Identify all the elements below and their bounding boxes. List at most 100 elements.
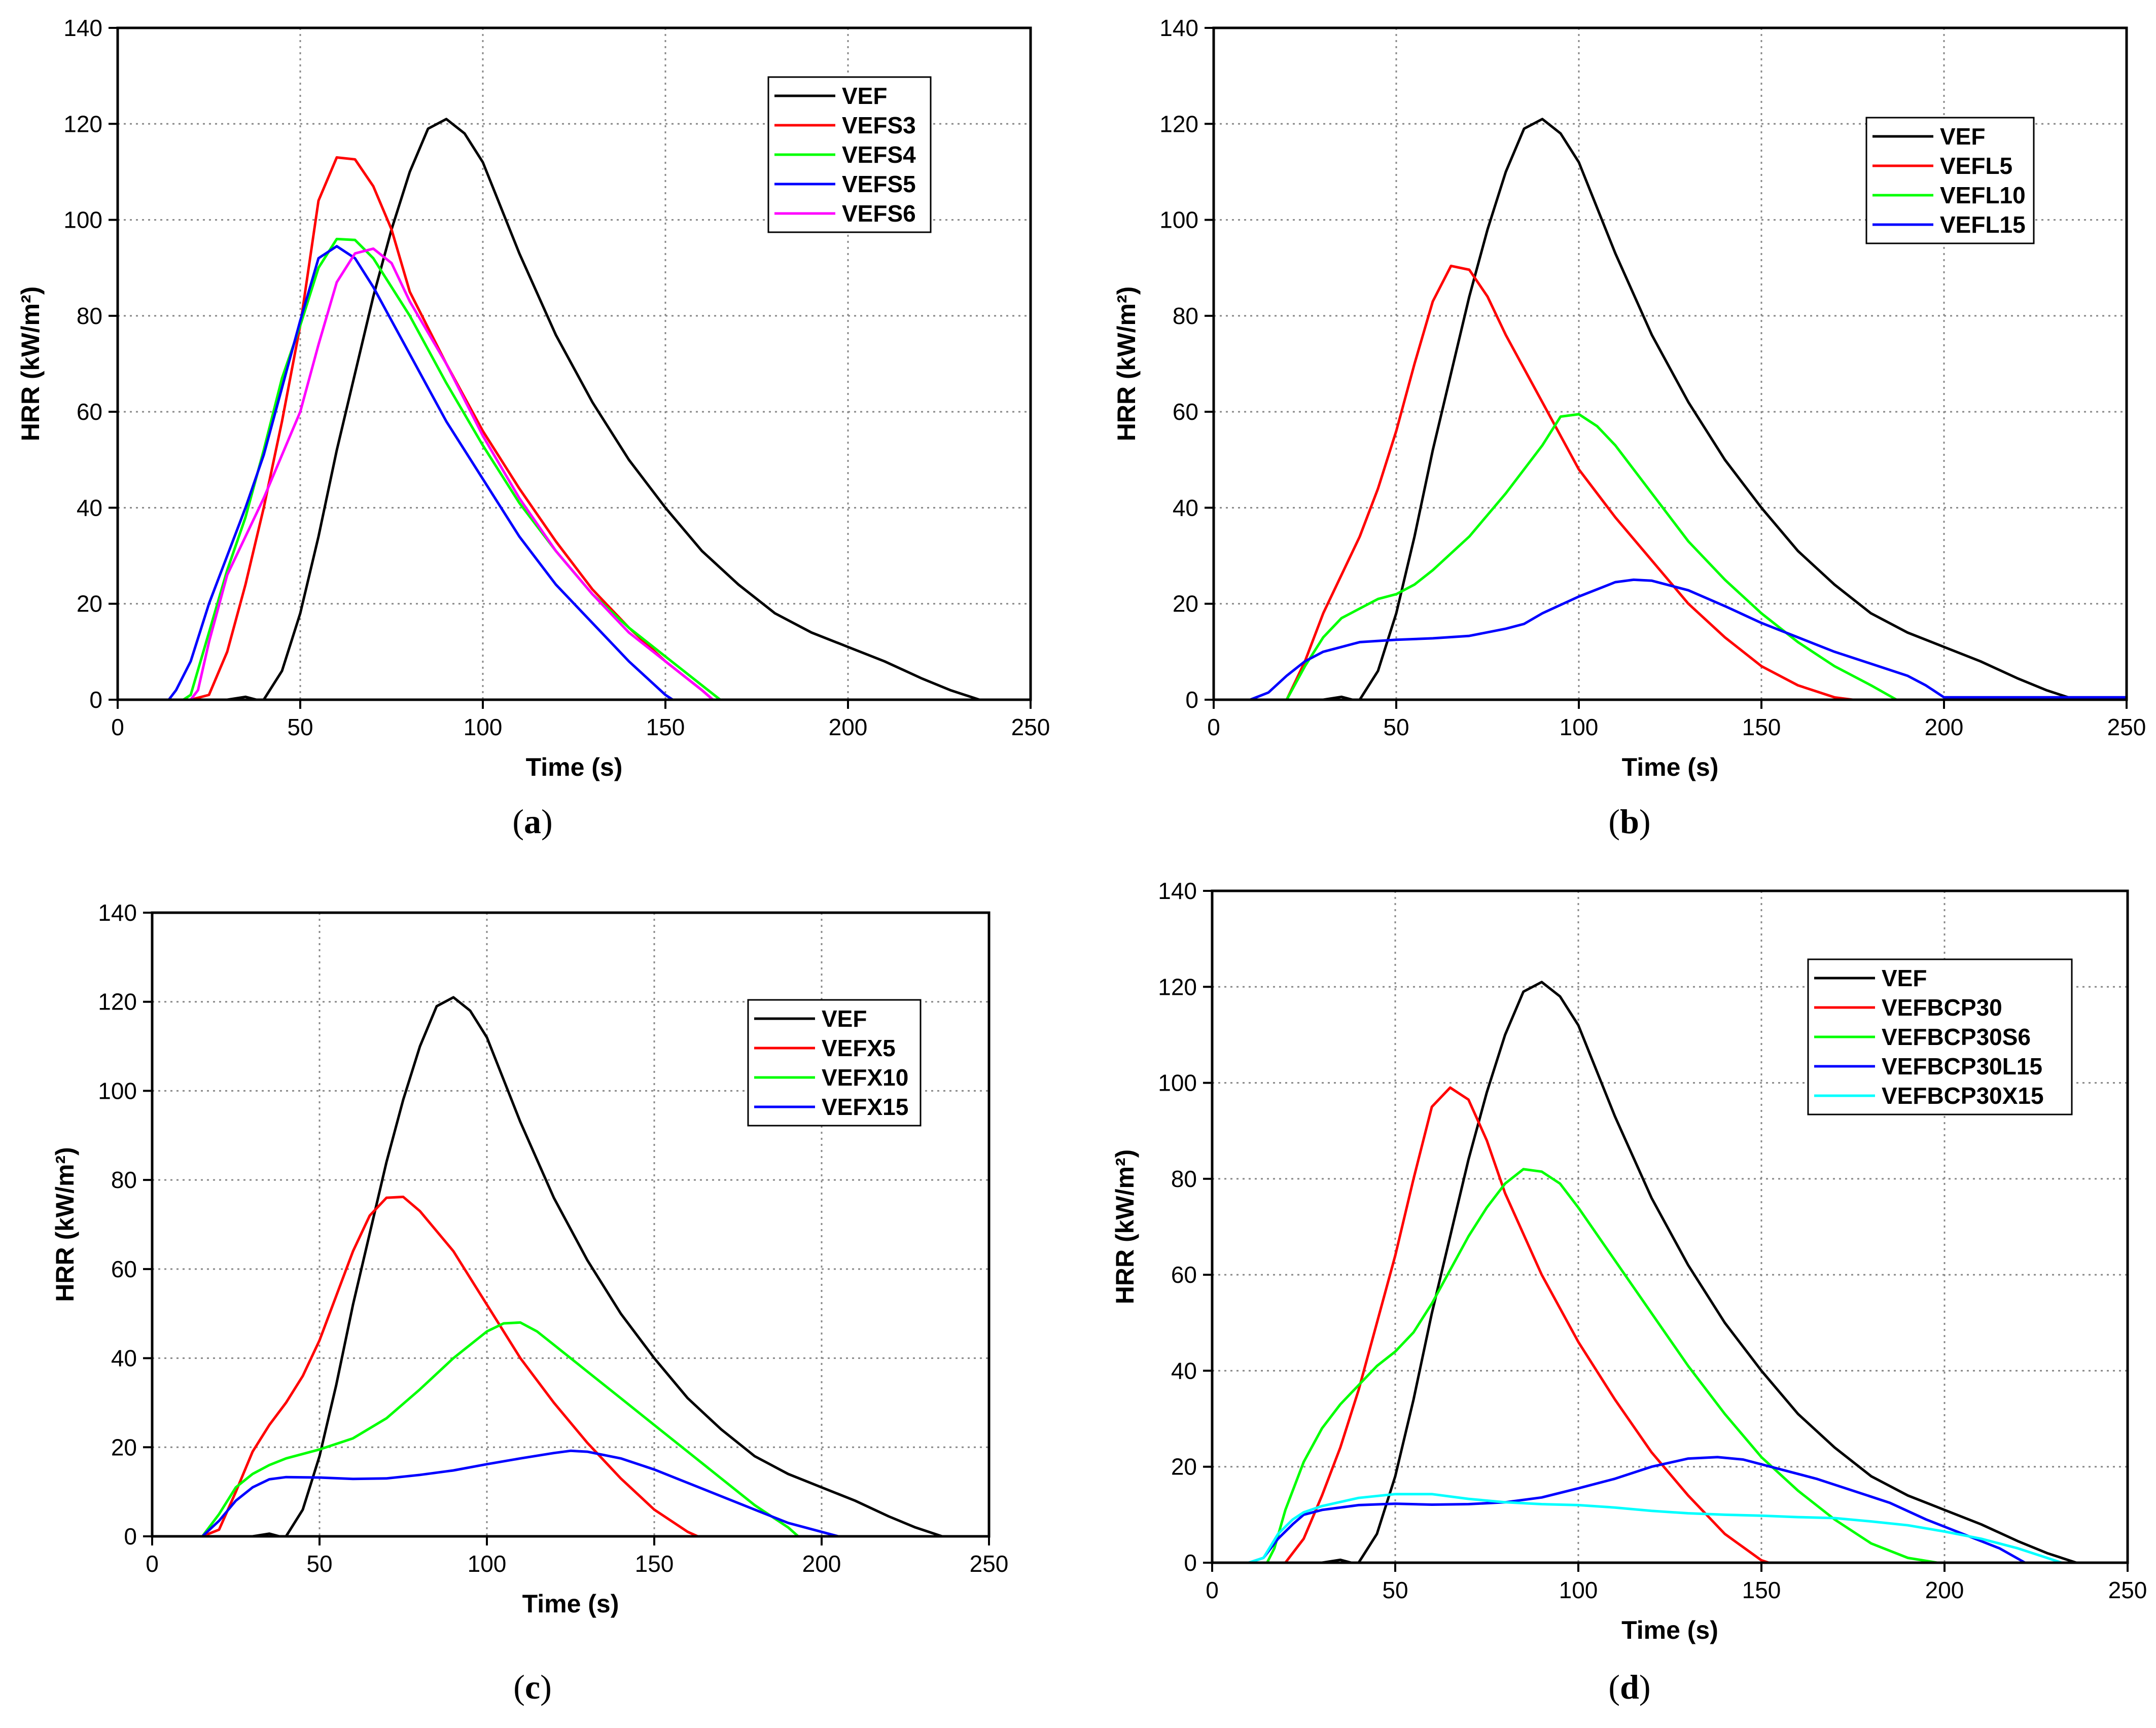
- chart-d-legend-label-vefbcp30l15: VEFBCP30L15: [1882, 1053, 2042, 1079]
- chart-d-x-tick-label: 0: [1206, 1577, 1219, 1603]
- chart-d-x-tick-label: 50: [1382, 1577, 1408, 1603]
- chart-a-y-tick-label: 20: [77, 591, 102, 617]
- chart-a-x-tick-label: 0: [111, 714, 124, 740]
- chart-d-series-vef-line: [1212, 981, 2128, 1564]
- chart-d-legend: VEF VEFBCP30 VEFBCP30S6 VEFBCP30L15 VEFBCP30…: [1807, 958, 2073, 1115]
- chart-b-caption: (b): [1608, 802, 1650, 841]
- chart-b-legend-label-vefl15: VEFL15: [1940, 211, 2026, 238]
- chart-b-series-vefl15-line: [1214, 578, 2127, 701]
- chart-a-y-tick-label: 40: [77, 494, 102, 521]
- chart-c-y-tick-label: 100: [98, 1077, 137, 1104]
- chart-b-y-tick-label: 80: [1173, 303, 1198, 329]
- chart-c-series-vef-line: [152, 996, 989, 1538]
- chart-a-y-tick-label: 140: [63, 15, 102, 41]
- chart-c-plot-frame: [151, 911, 991, 1538]
- chart-c-y-tick-label: 40: [111, 1345, 137, 1372]
- chart-b-panel: 0 50 100 150 200 250 0 20 40 60 80 100 120 140 Time (s…: [1112, 15, 2146, 841]
- chart-d-y-tick-label: 0: [1184, 1550, 1197, 1576]
- chart-a-panel: 0 50 100 150 200 250 0 20 40 60 80 100 120 140 Time (s…: [16, 15, 1050, 841]
- chart-c-series-vefx15-line: [152, 1449, 989, 1538]
- chart-a-x-tick-label: 200: [829, 714, 868, 740]
- chart-a-legend-label-vef: VEF: [842, 83, 887, 109]
- chart-b-legend-box: [1865, 117, 2035, 244]
- chart-b-series-vefl5-line: [1214, 264, 2127, 701]
- chart-a-legend: VEF VEFS3 VEFS4 VEFS5 VEFS6: [767, 76, 932, 233]
- chart-d-y-tick-label: 20: [1171, 1454, 1197, 1480]
- chart-a-y-tick-label: 120: [63, 111, 102, 137]
- chart-d-legend-label-vefbcp30x15: VEFBCP30X15: [1882, 1083, 2044, 1109]
- chart-a-x-tick-label: 50: [287, 714, 313, 740]
- chart-b-y-tick-label: 140: [1159, 15, 1198, 41]
- chart-b-series-vefl10-line: [1214, 413, 2127, 701]
- chart-b-legend-label-vefl10: VEFL10: [1940, 182, 2026, 208]
- chart-b-x-tick-label: 150: [1742, 714, 1781, 740]
- chart-b-legend: VEF VEFL5 VEFL10 VEFL15: [1865, 117, 2035, 244]
- chart-b-y-tick-label: 0: [1185, 687, 1198, 713]
- chart-b-plot-frame: [1212, 26, 2128, 701]
- chart-b-x-tick-label: 100: [1560, 714, 1599, 740]
- chart-b-y-tick-label: 20: [1173, 591, 1198, 617]
- chart-c-legend-label-vef: VEF: [822, 1005, 867, 1032]
- chart-c-x-tick-label: 0: [146, 1551, 159, 1577]
- chart-d-series-vefbcp30x15-line: [1212, 1493, 2128, 1564]
- chart-d-y-tick-label: 140: [1158, 878, 1197, 904]
- chart-a-x-tick-label: 150: [646, 714, 685, 740]
- chart-b-y-tick-label: 40: [1173, 494, 1198, 521]
- chart-b-y-tick-label: 100: [1159, 207, 1198, 233]
- chart-d-legend-label-vef: VEF: [1882, 965, 1927, 991]
- chart-c-x-tick-label: 200: [802, 1551, 841, 1577]
- chart-a-series-vef-line: [118, 118, 1031, 701]
- chart-a-legend-label-vefs3: VEFS3: [842, 112, 916, 138]
- chart-c-y-tick-label: 60: [111, 1256, 137, 1282]
- chart-b-y-tick-label: 60: [1173, 399, 1198, 425]
- chart-a-series-vefs5-line: [118, 245, 1031, 701]
- chart-d-y-tick-label: 60: [1171, 1262, 1197, 1288]
- chart-d-x-axis-title: Time (s): [1621, 1616, 1718, 1644]
- chart-c-x-tick-label: 150: [635, 1551, 674, 1577]
- chart-d-x-tick-label: 250: [2108, 1577, 2147, 1603]
- chart-a-y-tick-label: 100: [63, 207, 102, 233]
- chart-c-legend-label-vefx10: VEFX10: [822, 1064, 908, 1091]
- chart-c-y-tick-label: 20: [111, 1434, 137, 1460]
- chart-d-x-tick-label: 150: [1742, 1577, 1781, 1603]
- chart-c-legend-box: [747, 999, 922, 1127]
- chart-c-legend-label-vefx5: VEFX5: [822, 1035, 896, 1061]
- chart-c-legend-label-vefx15: VEFX15: [822, 1094, 908, 1120]
- chart-b-y-tick-label: 120: [1159, 111, 1198, 137]
- chart-a-legend-label-vefs5: VEFS5: [842, 171, 916, 197]
- chart-b-legend-label-vef: VEF: [1940, 123, 1985, 150]
- chart-a-legend-label-vefs6: VEFS6: [842, 200, 916, 227]
- chart-c-y-tick-label: 80: [111, 1167, 137, 1193]
- chart-b-x-tick-label: 200: [1925, 714, 1964, 740]
- chart-d-series-vefbcp30l15-line: [1212, 1456, 2128, 1564]
- chart-a-legend-label-vefs4: VEFS4: [842, 141, 916, 168]
- chart-d-series-vefbcp30-line: [1212, 1086, 2128, 1564]
- chart-d-legend-label-vefbcp30: VEFBCP30: [1882, 994, 2002, 1021]
- chart-d-y-tick-label: 80: [1171, 1166, 1197, 1192]
- chart-b-x-tick-label: 50: [1383, 714, 1409, 740]
- chart-c-y-tick-label: 0: [124, 1523, 137, 1550]
- chart-b-legend-label-vefl5: VEFL5: [1940, 153, 2012, 179]
- chart-d-y-tick-label: 100: [1158, 1070, 1197, 1096]
- chart-a-x-tick-label: 250: [1011, 714, 1050, 740]
- chart-a-y-tick-label: 80: [77, 303, 102, 329]
- chart-d-y-tick-label: 120: [1158, 974, 1197, 1000]
- chart-d-y-tick-label: 40: [1171, 1357, 1197, 1384]
- chart-b-x-tick-label: 250: [2107, 714, 2146, 740]
- chart-a-y-tick-label: 0: [89, 687, 102, 713]
- chart-d-plot-frame: [1211, 889, 2129, 1564]
- chart-d-x-tick-label: 200: [1925, 1577, 1964, 1603]
- chart-c-y-axis-title: HRR (kW/m²): [51, 1147, 79, 1302]
- chart-c-caption: (c): [513, 1668, 552, 1706]
- chart-c-x-tick-label: 50: [306, 1551, 332, 1577]
- chart-b-y-axis-title: HRR (kW/m²): [1112, 286, 1141, 442]
- chart-c-x-axis-title: Time (s): [522, 1590, 619, 1618]
- chart-c-series-vefx5-line: [152, 1196, 989, 1538]
- chart-c-y-tick-label: 120: [98, 989, 137, 1015]
- chart-d-x-tick-label: 100: [1559, 1577, 1598, 1603]
- chart-d-legend-label-vefbcp30s6: VEFBCP30S6: [1882, 1024, 2031, 1050]
- chart-b-x-axis-title: Time (s): [1622, 753, 1719, 781]
- chart-b-series-vef-line: [1214, 118, 2127, 701]
- chart-b-x-tick-label: 0: [1207, 714, 1220, 740]
